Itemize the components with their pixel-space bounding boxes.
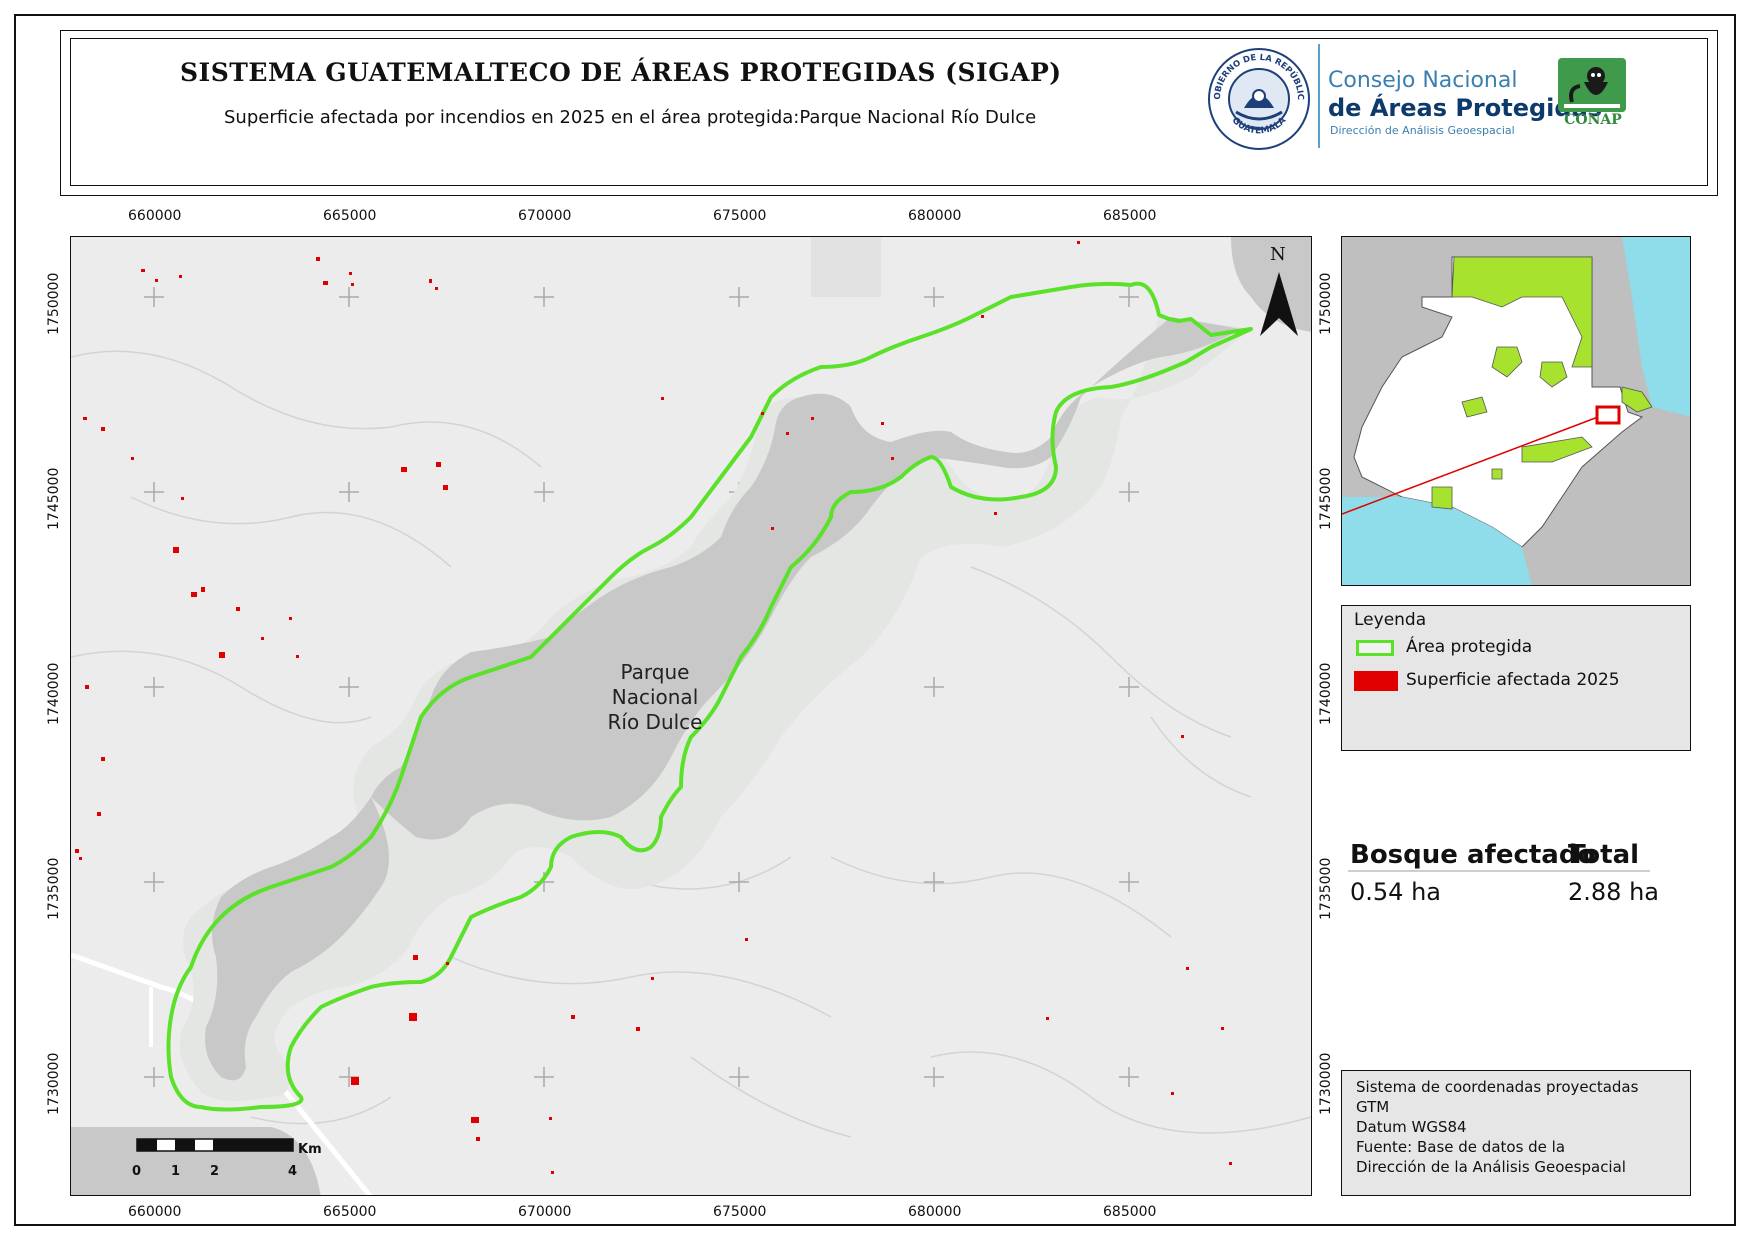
stat-value-forest: 0.54 ha [1350,878,1441,906]
river-channel [205,797,389,1081]
scale-bar [136,1138,294,1152]
logo-divider [1318,44,1320,148]
x-tick-label-bottom: 665000 [323,1204,377,1220]
park-label-line: Río Dulce [607,710,703,734]
x-tick-label-bottom: 680000 [908,1204,962,1220]
x-tick-label-top: 660000 [128,208,182,224]
y-tick-label-left: 1740000 [46,662,62,725]
legend-label-burned-area: Superficie afectada 2025 [1406,670,1620,690]
title-frame [70,38,1708,186]
title-frame-outer [60,30,1718,196]
x-tick-label-top: 670000 [518,208,572,224]
park-label-line: Parque [620,660,690,684]
bay-water [71,1127,321,1195]
info-line: GTM [1356,1098,1390,1116]
y-tick-label-right: 1730000 [1318,1052,1334,1115]
burned-areas [75,241,1232,1174]
conap-monkey-logo [1558,58,1626,112]
projection-info-box: Sistema de coordenadas proyectadas GTM D… [1341,1070,1691,1196]
scale-unit: Km [298,1142,322,1157]
conap-logo-line1: Consejo Nacional [1328,68,1518,93]
y-tick-label-left: 1730000 [46,1052,62,1115]
legend-label-protected-area: Área protegida [1406,637,1533,657]
x-tick-label-bottom: 660000 [128,1204,182,1220]
lake-water [371,317,1241,840]
main-map-canvas [71,237,1311,1195]
inset-pointer-line [1342,416,1599,515]
info-line: Fuente: Base de datos de la [1356,1138,1566,1156]
scale-label: 1 [171,1164,181,1179]
stat-header-forest: Bosque afectado [1350,840,1596,870]
map-subtitle: Superficie afectada por incendios en 202… [224,107,1037,128]
x-tick-label-top: 685000 [1103,208,1157,224]
grey-patch [811,237,881,297]
legend-title: Leyenda [1354,610,1427,630]
conap-logo-line3: Dirección de Análisis Geoespacial [1330,124,1515,137]
park-label: Parque Nacional Río Dulce [590,660,720,735]
y-tick-label-right: 1735000 [1318,857,1334,920]
inset-location-marker [1595,405,1621,425]
scale-label: 4 [288,1164,298,1179]
legend-swatch-protected-area [1356,640,1394,656]
scale-label: 0 [132,1164,142,1179]
faint-rivers [71,350,1311,1138]
x-tick-label-top: 675000 [713,208,767,224]
protected-area-boundary [166,281,1253,1112]
conap-logo-line2: de Áreas Protegidas [1328,94,1603,122]
y-tick-label-left: 1745000 [46,467,62,530]
x-tick-label-bottom: 670000 [518,1204,572,1220]
y-tick-label-right: 1745000 [1318,467,1334,530]
coast-water [1231,237,1311,332]
map-title: SISTEMA GUATEMALTECO DE ÁREAS PROTEGIDAS… [180,58,1062,87]
x-tick-label-top: 665000 [323,208,377,224]
scale-label: 2 [210,1164,220,1179]
legend-swatch-burned-area [1354,671,1398,691]
y-tick-label-left: 1735000 [46,857,62,920]
y-tick-label-left: 1750000 [46,272,62,335]
conap-logo-word: CONAP [1564,112,1622,128]
x-tick-label-bottom: 675000 [713,1204,767,1220]
inset-locator-map[interactable] [1341,236,1691,586]
info-line: Sistema de coordenadas proyectadas [1356,1078,1639,1096]
y-tick-label-right: 1740000 [1318,662,1334,725]
info-line: Dirección de la Análisis Geoespacial [1356,1158,1626,1176]
north-label: N [1270,244,1286,265]
park-label-line: Nacional [611,685,699,709]
map-frame [14,14,1736,1226]
main-map[interactable] [70,236,1312,1196]
grid-crosses [144,287,1139,1087]
guatemala-seal-logo: GOBIERNO DE LA REPÚBLICA GUATEMALA [1206,46,1310,150]
legend: Leyenda Área protegida Superficie afecta… [1341,605,1691,751]
stat-header-total: Total [1568,840,1640,870]
inset-protected-areas [1431,256,1653,510]
inset-map-canvas [1342,237,1690,585]
stat-value-total: 2.88 ha [1568,878,1659,906]
info-line: Datum WGS84 [1356,1118,1467,1136]
stat-divider [1348,870,1650,872]
x-tick-label-top: 680000 [908,208,962,224]
x-tick-label-bottom: 685000 [1103,1204,1157,1220]
north-arrow-icon [1260,272,1298,336]
y-tick-label-right: 1750000 [1318,272,1334,335]
